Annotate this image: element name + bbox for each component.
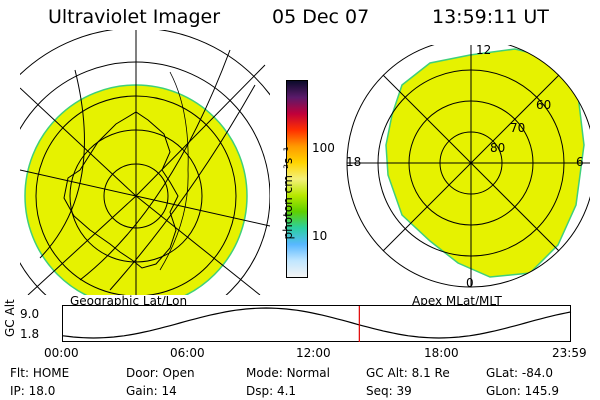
info-ip: IP: 18.0 — [10, 384, 56, 398]
colorbar — [286, 80, 308, 278]
info-gc-alt: GC Alt: 8.1 Re — [366, 366, 450, 380]
mlt-label-0: 0 — [466, 276, 474, 290]
info-mode: Mode: Normal — [246, 366, 330, 380]
timeline-axis-label: GC Alt — [3, 299, 17, 337]
info-glon: GLon: 145.9 — [486, 384, 559, 398]
timeline-xtick-3: 18:00 — [424, 346, 459, 360]
timeline-xtick-2: 12:00 — [296, 346, 331, 360]
timeline-xtick-1: 06:00 — [170, 346, 205, 360]
right-map-title: Apex MLat/MLT — [412, 294, 502, 308]
landmass-outline — [63, 111, 179, 269]
timeline-frame — [62, 305, 571, 342]
lat-label-80: 80 — [490, 141, 506, 155]
timeline-ytick-min: 1.8 — [20, 327, 40, 341]
left-map-title: Geographic Lat/Lon — [70, 294, 188, 308]
lat-label-60: 60 — [536, 98, 552, 112]
colorbar-tick-10: 10 — [312, 229, 328, 243]
info-door: Door: Open — [126, 366, 195, 380]
lat-label-70: 70 — [510, 121, 526, 135]
mlt-label-6: 6 — [576, 155, 584, 169]
timeline-ytick-max: 9.0 — [20, 307, 40, 321]
geographic-map — [20, 30, 270, 295]
info-gain: Gain: 14 — [126, 384, 177, 398]
instrument-title: Ultraviolet Imager — [48, 6, 221, 28]
time-label: 13:59:11 UT — [432, 6, 549, 28]
magnetic-map — [346, 45, 590, 288]
info-flt: Flt: HOME — [10, 366, 70, 380]
timeline-xtick-0: 00:00 — [44, 346, 79, 360]
mlt-label-18: 18 — [346, 155, 362, 169]
timeline-plot — [62, 305, 572, 342]
info-seq: Seq: 39 — [366, 384, 412, 398]
altitude-curve — [62, 307, 572, 339]
info-glat: GLat: -84.0 — [486, 366, 553, 380]
info-dsp: Dsp: 4.1 — [246, 384, 297, 398]
timeline-xtick-4: 23:59 — [552, 346, 587, 360]
colorbar-tick-100: 100 — [312, 141, 335, 155]
mlt-label-12: 12 — [476, 43, 492, 57]
date-label: 05 Dec 07 — [272, 6, 370, 28]
colorbar-unit-label: photon cm⁻²s⁻¹ — [281, 146, 295, 240]
